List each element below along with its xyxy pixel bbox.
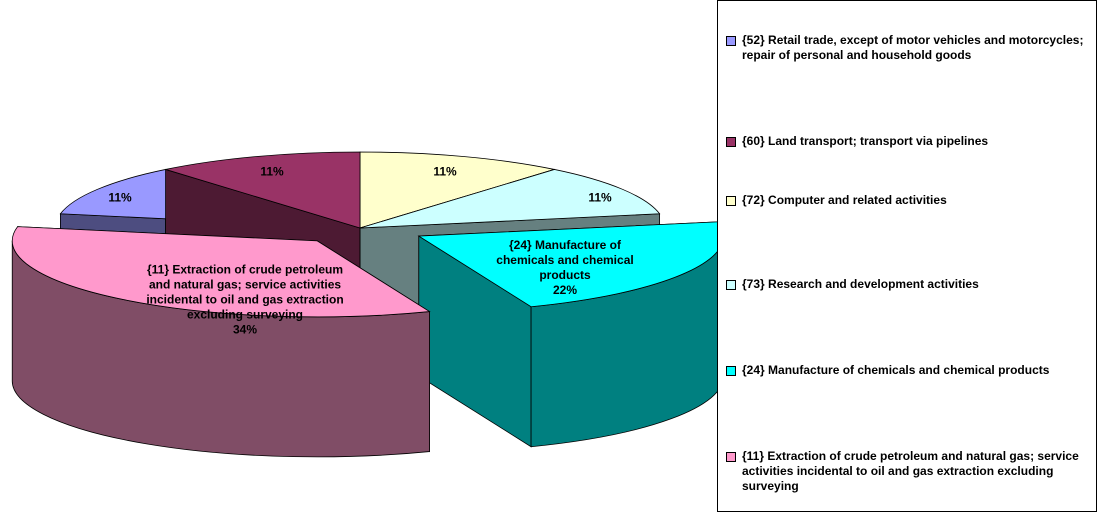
legend: {52} Retail trade, except of motor vehic… bbox=[717, 0, 1097, 512]
legend-swatch bbox=[726, 196, 736, 206]
legend-swatch bbox=[726, 137, 736, 147]
data-label: 11% bbox=[588, 191, 611, 206]
data-label: {11} Extraction of crude petroleum and n… bbox=[135, 263, 355, 338]
legend-label: {24} Manufacture of chemicals and chemic… bbox=[742, 363, 1050, 377]
data-label-name: {11} Extraction of crude petroleum and n… bbox=[146, 262, 344, 322]
legend-item: {72} Computer and related activities bbox=[726, 193, 1092, 208]
data-label-value: 11% bbox=[433, 164, 457, 179]
data-label: 11% bbox=[108, 191, 131, 206]
data-label: 11% bbox=[433, 165, 456, 180]
legend-item: {60} Land transport; transport via pipel… bbox=[726, 134, 1092, 149]
legend-item: {24} Manufacture of chemicals and chemic… bbox=[726, 363, 1092, 378]
data-label: {24} Manufacture of chemicals and chemic… bbox=[480, 238, 650, 298]
legend-label: {11} Extraction of crude petroleum and n… bbox=[742, 449, 1079, 493]
legend-swatch bbox=[726, 36, 736, 46]
slice bbox=[359, 169, 661, 229]
data-label: 11% bbox=[260, 165, 283, 180]
legend-label: {60} Land transport; transport via pipel… bbox=[742, 134, 989, 148]
data-label-value: 34% bbox=[232, 322, 258, 337]
legend-label: {73} Research and development activities bbox=[742, 277, 979, 291]
data-label-name: {24} Manufacture of chemicals and chemic… bbox=[496, 238, 634, 282]
data-label-value: 11% bbox=[108, 190, 132, 205]
slice bbox=[359, 151, 555, 229]
legend-item: {52} Retail trade, except of motor vehic… bbox=[726, 33, 1092, 63]
legend-item: {11} Extraction of crude petroleum and n… bbox=[726, 449, 1092, 494]
legend-label: {52} Retail trade, except of motor vehic… bbox=[742, 33, 1084, 62]
legend-swatch bbox=[726, 366, 736, 376]
slice bbox=[11, 226, 431, 318]
data-label-value: 11% bbox=[588, 190, 612, 205]
legend-label: {72} Computer and related activities bbox=[742, 193, 947, 207]
slice bbox=[417, 221, 717, 308]
data-label-value: 11% bbox=[260, 164, 284, 179]
legend-item: {73} Research and development activities bbox=[726, 277, 1092, 292]
legend-swatch bbox=[726, 280, 736, 290]
slice bbox=[165, 151, 361, 229]
data-label-value: 22% bbox=[552, 283, 578, 297]
legend-swatch bbox=[726, 452, 736, 462]
pie-area bbox=[11, 151, 717, 458]
